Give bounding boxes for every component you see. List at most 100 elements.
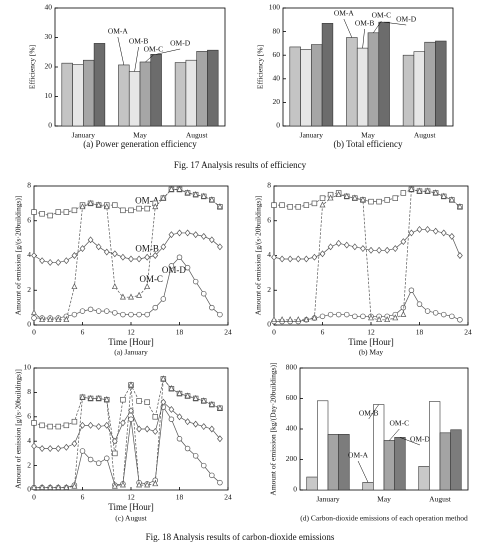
marker	[31, 209, 37, 215]
marker	[424, 225, 431, 233]
marker	[311, 253, 318, 261]
marker	[217, 479, 223, 486]
marker	[112, 310, 118, 316]
y-tick-label: 40	[273, 74, 281, 83]
marker	[200, 397, 207, 404]
marker	[79, 308, 86, 314]
marker	[95, 423, 102, 431]
marker	[384, 316, 391, 323]
marker	[392, 314, 399, 321]
bar	[196, 51, 208, 127]
y-tick-label: 30	[45, 32, 53, 41]
marker	[209, 304, 215, 311]
series-label: OM-C	[390, 419, 410, 428]
marker	[416, 187, 423, 194]
marker	[168, 385, 175, 391]
y-tick-label: 800	[286, 363, 298, 372]
annotation-leader	[368, 404, 379, 420]
marker	[384, 197, 390, 203]
marker	[152, 252, 159, 259]
marker	[184, 229, 191, 237]
y-tick-label: 4	[267, 250, 271, 259]
marker	[79, 421, 86, 429]
y-tick-label: 40	[45, 3, 53, 12]
marker	[184, 418, 191, 426]
marker	[217, 435, 223, 443]
marker	[95, 394, 102, 401]
marker	[176, 229, 183, 237]
marker	[351, 243, 358, 251]
marker	[319, 250, 326, 258]
series-line	[34, 406, 221, 488]
marker	[368, 198, 374, 205]
marker	[209, 472, 215, 479]
x-tick-label: 6	[81, 328, 85, 337]
marker	[111, 250, 118, 258]
x-tick-label: 18	[416, 328, 424, 337]
bar	[356, 47, 369, 127]
marker	[39, 316, 46, 323]
y-axis-label: Efficiency [%]	[28, 45, 37, 89]
marker	[192, 394, 199, 401]
marker	[63, 443, 70, 451]
series-line	[34, 378, 221, 488]
y-tick-label: 0	[48, 121, 52, 130]
marker	[432, 189, 439, 196]
marker	[71, 283, 78, 290]
marker	[144, 253, 151, 261]
bar	[317, 400, 329, 491]
marker	[201, 462, 207, 469]
marker	[120, 253, 126, 261]
bar	[378, 21, 390, 127]
series-label: OM-C	[139, 274, 163, 284]
bar	[61, 62, 73, 127]
marker	[368, 246, 374, 254]
marker	[192, 231, 199, 239]
bar	[402, 54, 415, 127]
marker	[456, 203, 463, 210]
x-axis-label: Time [Hour]	[108, 337, 153, 347]
marker	[39, 483, 46, 490]
marker	[408, 287, 415, 294]
y-tick-label: 20	[273, 97, 281, 106]
x-axis-label: Time [Hour]	[348, 337, 393, 347]
marker	[352, 313, 358, 320]
bar	[128, 71, 141, 127]
annotation-leader	[362, 28, 365, 49]
marker	[184, 189, 191, 196]
bar	[450, 429, 462, 491]
marker	[201, 290, 207, 297]
marker	[120, 419, 126, 427]
x-tick-label: January	[72, 131, 96, 140]
y-tick-label: 20	[45, 62, 53, 71]
y-tick-label: 8	[27, 181, 31, 190]
annotation-leader	[134, 46, 139, 72]
bar	[327, 434, 339, 491]
y-tick-label: 10	[45, 91, 53, 100]
marker	[287, 255, 294, 263]
y-tick-label: 0	[27, 320, 31, 329]
bar	[413, 51, 425, 127]
marker	[168, 406, 175, 413]
chart-caption: (b) May	[359, 348, 384, 357]
marker	[152, 414, 159, 420]
marker	[311, 314, 318, 321]
marker	[160, 296, 167, 302]
bar	[424, 41, 436, 127]
plot-frame	[273, 185, 469, 326]
marker	[136, 481, 143, 488]
marker	[144, 311, 150, 318]
marker	[79, 393, 86, 400]
series-label: OM-D	[170, 39, 191, 48]
series-line	[33, 232, 221, 263]
series-line	[33, 401, 221, 449]
marker	[184, 264, 191, 271]
marker	[128, 311, 134, 318]
plot-frame	[33, 185, 229, 326]
marker	[184, 392, 191, 399]
marker	[87, 236, 94, 244]
x-tick-label: 6	[81, 493, 85, 502]
marker	[279, 255, 285, 263]
marker	[128, 207, 134, 214]
